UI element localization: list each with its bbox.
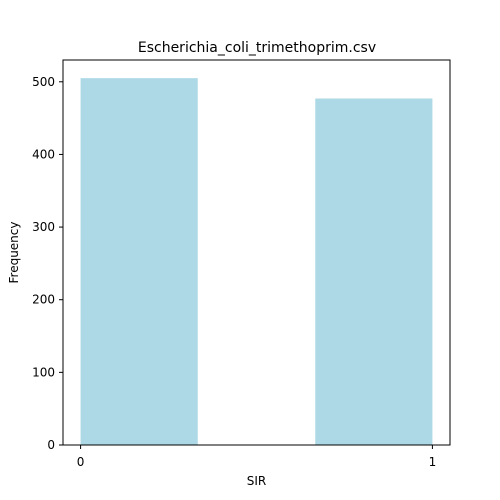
x-tick-label: 0: [77, 455, 85, 469]
x-tick-label: 1: [429, 455, 437, 469]
y-tick-label: 0: [47, 438, 55, 452]
y-axis-label: Frequency: [7, 222, 21, 284]
plot-frame: [62, 59, 451, 446]
y-tick-label: 100: [32, 365, 55, 379]
y-tick-label: 200: [32, 293, 55, 307]
y-tick-label: 300: [32, 220, 55, 234]
bars-group: [80, 78, 433, 446]
x-axis-label: SIR: [247, 474, 267, 488]
y-tick-label: 400: [32, 147, 55, 161]
bar-1: [315, 98, 433, 445]
bar-0: [80, 78, 198, 446]
y-tick-label: 500: [32, 75, 55, 89]
chart-title: Escherichia_coli_trimethoprim.csv: [138, 40, 376, 56]
y-axis: 0 100 200 300 400 500: [32, 75, 63, 452]
